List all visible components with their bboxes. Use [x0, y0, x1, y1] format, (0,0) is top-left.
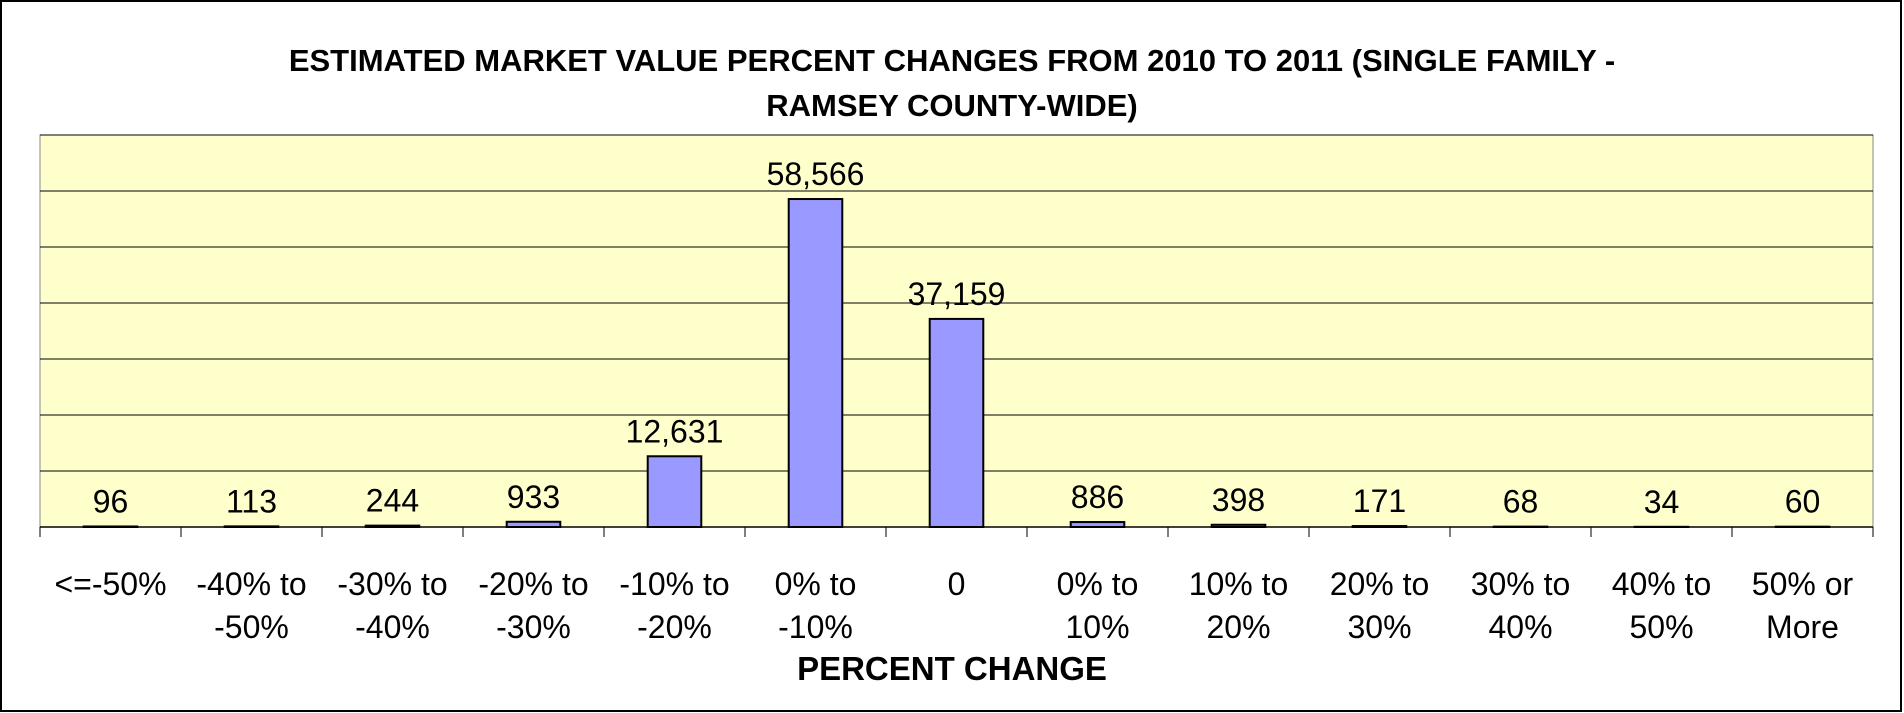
bar — [223, 525, 280, 528]
x-tick-label: 20% to 30% — [1329, 566, 1430, 645]
chart-title: ESTIMATED MARKET VALUE PERCENT CHANGES F… — [288, 43, 1616, 123]
data-label: 58,566 — [767, 156, 865, 192]
bar — [1069, 521, 1126, 528]
bar — [646, 455, 703, 528]
x-tick-label: 50% or More — [1751, 566, 1854, 645]
bar — [364, 524, 421, 529]
bar — [82, 525, 139, 529]
data-label: 113 — [226, 483, 277, 519]
data-label: 34 — [1644, 484, 1680, 520]
x-axis-title: PERCENT CHANGE — [797, 650, 1107, 687]
data-label: 60 — [1785, 484, 1821, 520]
data-label: 171 — [1353, 483, 1406, 519]
data-label: 68 — [1503, 484, 1539, 520]
bar — [928, 317, 985, 528]
data-label: 244 — [366, 483, 419, 519]
data-label: 12,631 — [626, 413, 724, 449]
data-label: 886 — [1071, 479, 1124, 515]
x-tick-label: <=-50% — [54, 566, 167, 602]
x-tick-label: 0 — [947, 566, 966, 602]
bar — [1210, 523, 1267, 528]
data-label: 96 — [93, 483, 129, 519]
x-tick-label: 0% to 10% — [1056, 566, 1139, 645]
bar — [1351, 525, 1408, 529]
bar — [787, 198, 844, 528]
x-tick-label: 30% to 40% — [1470, 566, 1571, 645]
x-tick-label: -40% to -50% — [196, 566, 307, 645]
x-tick-label: -10% to -20% — [619, 566, 730, 645]
data-label: 933 — [507, 479, 560, 515]
x-tick-label: 40% to 50% — [1611, 566, 1712, 645]
x-tick-label: -30% to -40% — [337, 566, 448, 645]
x-tick-label: -20% to -30% — [478, 566, 589, 645]
x-tick-label: 10% to 20% — [1188, 566, 1289, 645]
bar — [505, 520, 562, 529]
x-tick-label: 0% to -10% — [774, 566, 857, 645]
data-label: 398 — [1212, 482, 1265, 518]
data-label: 37,159 — [908, 276, 1006, 312]
